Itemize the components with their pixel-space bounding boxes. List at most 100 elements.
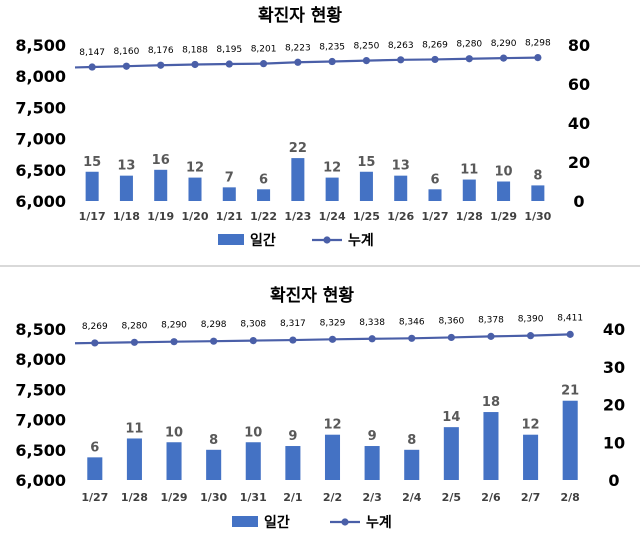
line-point-cumulative bbox=[487, 332, 495, 340]
x-tick-label: 1/22 bbox=[250, 210, 277, 223]
y-right-tick-label: 0 bbox=[608, 471, 619, 490]
bar-data-label: 12 bbox=[522, 418, 540, 433]
x-tick-label: 2/1 bbox=[283, 491, 302, 504]
chart-divider bbox=[0, 265, 640, 267]
x-tick-label: 1/21 bbox=[216, 210, 243, 223]
y-left-tick-label: 6,500 bbox=[15, 441, 66, 460]
line-point-cumulative bbox=[130, 338, 139, 346]
bar-daily bbox=[154, 169, 168, 201]
line-point-cumulative bbox=[249, 336, 257, 345]
legend-label-cumulative: 누계 bbox=[348, 233, 374, 249]
x-tick-label: 1/29 bbox=[161, 491, 188, 504]
line-point-cumulative bbox=[157, 61, 165, 69]
x-tick-label: 2/5 bbox=[442, 491, 461, 504]
y-right-tick-label: 20 bbox=[603, 396, 625, 415]
legend-label-cumulative: 누계 bbox=[366, 515, 392, 531]
x-tick-label: 1/26 bbox=[387, 210, 414, 223]
bar-data-label: 15 bbox=[357, 155, 375, 170]
x-tick-label: 2/6 bbox=[481, 491, 501, 504]
bar-data-label: 13 bbox=[392, 159, 410, 174]
line-data-label: 8,298 bbox=[525, 39, 551, 49]
line-data-label: 8,280 bbox=[122, 321, 148, 331]
bar-daily bbox=[166, 442, 182, 480]
line-point-cumulative bbox=[191, 60, 199, 69]
line-data-label: 8,201 bbox=[251, 45, 277, 55]
y-right-tick-label: 40 bbox=[568, 114, 590, 133]
legend-bar-swatch bbox=[232, 516, 258, 527]
line-data-label: 8,329 bbox=[320, 318, 346, 328]
bar-data-label: 8 bbox=[407, 433, 416, 448]
y-right-tick-label: 20 bbox=[568, 153, 590, 172]
bar-data-label: 6 bbox=[430, 172, 439, 187]
line-data-label: 8,176 bbox=[148, 46, 174, 56]
x-tick-label: 2/7 bbox=[521, 491, 540, 504]
line-point-cumulative bbox=[225, 60, 233, 68]
legend-label-daily: 일간 bbox=[264, 514, 290, 531]
bar-daily bbox=[87, 457, 103, 480]
line-point-cumulative bbox=[499, 54, 508, 62]
bar-data-label: 11 bbox=[460, 163, 478, 178]
y-left-tick-label: 7,500 bbox=[15, 98, 66, 117]
y-left-tick-label: 7,500 bbox=[15, 380, 66, 399]
y-left-tick-label: 8,500 bbox=[15, 36, 66, 55]
y-left-tick-label: 6,000 bbox=[15, 471, 66, 490]
chart-title: 확진자 현황 bbox=[258, 6, 342, 26]
line-data-label: 8,290 bbox=[491, 39, 517, 49]
legend-label-daily: 일간 bbox=[250, 232, 276, 249]
bar-daily bbox=[531, 185, 545, 201]
chart-title: 확진자 현황 bbox=[270, 286, 354, 306]
y-left-tick-label: 7,000 bbox=[15, 130, 66, 149]
y-right-tick-label: 40 bbox=[603, 320, 625, 339]
x-tick-label: 1/18 bbox=[113, 210, 140, 223]
line-point-cumulative bbox=[289, 336, 297, 344]
bar-daily bbox=[126, 438, 142, 480]
line-data-label: 8,298 bbox=[201, 320, 227, 330]
x-tick-label: 1/31 bbox=[240, 491, 267, 504]
bar-data-label: 9 bbox=[368, 429, 377, 444]
line-data-label: 8,360 bbox=[438, 316, 464, 326]
line-point-cumulative bbox=[368, 335, 376, 343]
line-data-label: 8,378 bbox=[478, 315, 504, 325]
bar-daily bbox=[483, 412, 499, 480]
chart-panel-2: 확진자 현황 6,000 6,500 7,000 7,500 8,000 8,500 0 10 2… bbox=[0, 272, 640, 543]
x-tick-label: 1/25 bbox=[353, 210, 380, 223]
bar-daily bbox=[257, 189, 271, 201]
bar-data-label: 10 bbox=[244, 425, 262, 440]
line-data-label: 8,160 bbox=[114, 47, 140, 57]
bar-data-label: 10 bbox=[165, 425, 183, 440]
line-data-label: 8,338 bbox=[359, 318, 385, 328]
bar-data-label: 21 bbox=[561, 384, 579, 399]
chart-2: 확진자 현황 6,000 6,500 7,000 7,500 8,000 8,500 0 10 2… bbox=[15, 286, 625, 531]
line-point-cumulative bbox=[397, 56, 405, 64]
line-data-label: 8,223 bbox=[285, 43, 311, 53]
x-tick-label: 1/19 bbox=[147, 210, 174, 223]
bar-daily bbox=[245, 442, 261, 480]
line-data-label: 8,317 bbox=[280, 319, 306, 329]
y-left-tick-label: 6,500 bbox=[15, 161, 66, 180]
y-right-tick-label: 60 bbox=[568, 75, 590, 94]
x-tick-label: 1/17 bbox=[79, 210, 106, 223]
bar-daily bbox=[206, 449, 222, 480]
y-left-tick-label: 8,500 bbox=[15, 320, 66, 339]
bar-data-label: 9 bbox=[288, 429, 297, 444]
line-data-label: 8,263 bbox=[388, 41, 414, 51]
x-tick-label: 2/4 bbox=[402, 491, 422, 504]
bar-daily bbox=[404, 449, 420, 480]
line-cumulative bbox=[74, 333, 571, 345]
bar-data-label: 18 bbox=[482, 395, 500, 410]
bar-daily bbox=[188, 177, 202, 201]
line-point-cumulative bbox=[526, 332, 535, 340]
x-tick-label: 1/30 bbox=[200, 491, 227, 504]
line-data-label: 8,235 bbox=[319, 43, 345, 53]
x-tick-label: 1/28 bbox=[121, 491, 148, 504]
line-point-cumulative bbox=[566, 330, 574, 338]
y-right-tick-label: 0 bbox=[573, 192, 584, 211]
bar-daily bbox=[325, 177, 339, 201]
bar-data-label: 12 bbox=[186, 161, 204, 176]
x-tick-label: 1/28 bbox=[456, 210, 483, 223]
bar-data-label: 22 bbox=[289, 141, 307, 156]
line-point-cumulative bbox=[431, 55, 439, 64]
line-point-cumulative bbox=[328, 335, 337, 343]
line-data-label: 8,290 bbox=[161, 321, 187, 331]
x-tick-label: 1/29 bbox=[490, 210, 517, 223]
